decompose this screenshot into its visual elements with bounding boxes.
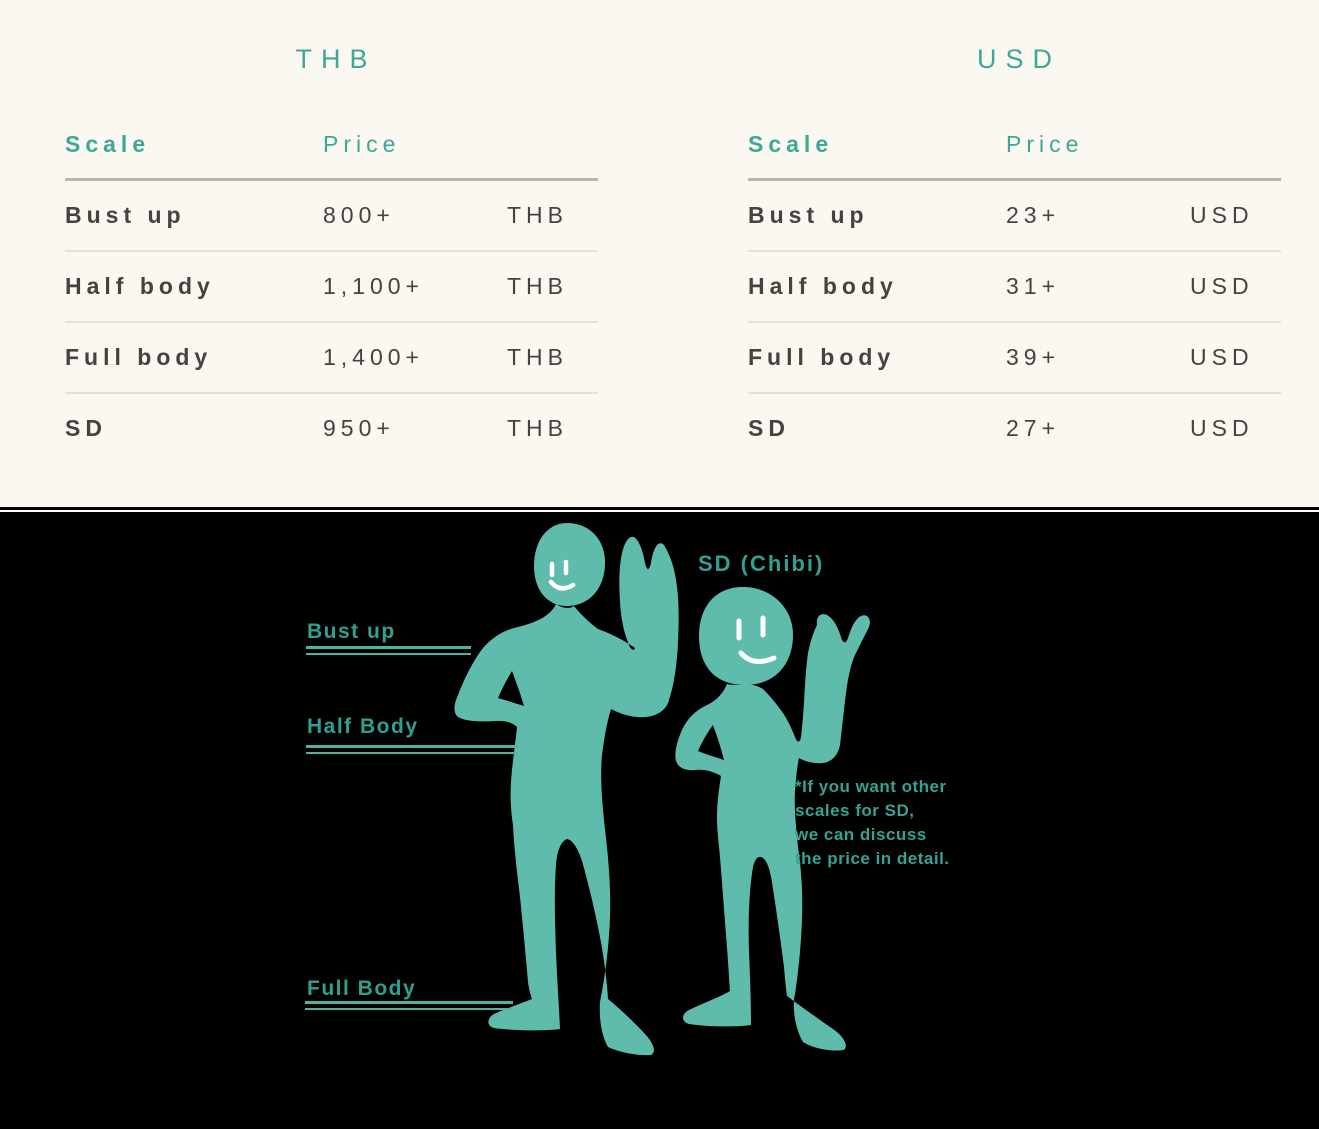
sd-chibi-label: SD (Chibi) xyxy=(698,551,825,576)
full-body-line xyxy=(305,1001,513,1010)
adult-body xyxy=(454,536,679,1056)
sd-note-line: we can discuss xyxy=(795,825,927,844)
table-title-thb: THB xyxy=(295,43,377,74)
sd-price-note: *If you want other scales for SD, we can… xyxy=(795,775,950,871)
sd-note-line: scales for SD, xyxy=(795,801,915,820)
price-value: 1,100+ xyxy=(323,273,424,299)
table-row: SD 950+ THB xyxy=(65,394,598,463)
sd-body xyxy=(675,614,870,1051)
half-body-line xyxy=(306,745,518,754)
table-row: SD 27+ USD xyxy=(748,394,1281,463)
table-row: Half body 31+ USD xyxy=(748,252,1281,323)
price-table-thb: THB Scale Price Bust up 800+ THB Half bo… xyxy=(65,0,598,463)
currency-unit: USD xyxy=(1190,273,1254,299)
price-value: 950+ xyxy=(323,415,395,441)
table-row: Full body 39+ USD xyxy=(748,323,1281,394)
price-value: 800+ xyxy=(323,202,395,228)
price-value: 23+ xyxy=(1006,202,1061,228)
sd-note-line: the price in detail. xyxy=(795,849,950,868)
half-body-label: Half Body xyxy=(307,715,419,738)
currency-unit: THB xyxy=(507,202,568,228)
adult-head xyxy=(534,522,606,606)
pricing-section: THB Scale Price Bust up 800+ THB Half bo… xyxy=(0,0,1319,507)
column-header-scale: Scale xyxy=(65,130,151,157)
currency-unit: THB xyxy=(507,415,568,441)
scale-label: SD xyxy=(748,415,790,441)
currency-unit: THB xyxy=(507,273,568,299)
table-row: Bust up 800+ THB xyxy=(65,181,598,252)
scale-label: SD xyxy=(65,415,107,441)
scale-label: Full body xyxy=(748,344,896,370)
price-table-usd: USD Scale Price Bust up 23+ USD Half bod… xyxy=(748,0,1281,463)
currency-unit: USD xyxy=(1190,202,1254,228)
currency-unit: THB xyxy=(507,344,568,370)
table-row: Bust up 23+ USD xyxy=(748,181,1281,252)
scale-label: Full body xyxy=(65,344,213,370)
price-value: 31+ xyxy=(1006,273,1061,299)
sd-head xyxy=(699,586,793,686)
bust-up-line xyxy=(306,646,471,655)
scale-figures-illustration xyxy=(454,522,870,1056)
table-title-usd: USD xyxy=(976,43,1061,74)
sd-note-line: *If you want other xyxy=(795,777,947,796)
table-header-row: Scale Price xyxy=(65,110,598,181)
full-body-label: Full Body xyxy=(307,977,417,1000)
column-header-scale: Scale xyxy=(748,130,834,157)
price-value: 39+ xyxy=(1006,344,1061,370)
scale-diagram-section: Bust up Half Body Full Body SD (Chibi) *… xyxy=(0,507,1319,1129)
column-header-price: Price xyxy=(323,130,401,157)
bust-up-label: Bust up xyxy=(307,620,396,643)
sd-chibi-figure-silhouette xyxy=(675,586,870,1051)
price-value: 1,400+ xyxy=(323,344,424,370)
scale-label: Half body xyxy=(748,273,898,299)
adult-figure-silhouette xyxy=(454,522,679,1056)
table-header-row: Scale Price xyxy=(748,110,1281,181)
scale-label: Bust up xyxy=(748,202,869,228)
sd-smiley-face-icon xyxy=(736,615,777,665)
table-row: Full body 1,400+ THB xyxy=(65,323,598,394)
adult-smiley-face-icon xyxy=(548,559,576,591)
table-row: Half body 1,100+ THB xyxy=(65,252,598,323)
currency-unit: USD xyxy=(1190,344,1254,370)
currency-unit: USD xyxy=(1190,415,1254,441)
scale-label: Bust up xyxy=(65,202,186,228)
price-value: 27+ xyxy=(1006,415,1061,441)
scale-label: Half body xyxy=(65,273,215,299)
column-header-price: Price xyxy=(1006,130,1084,157)
